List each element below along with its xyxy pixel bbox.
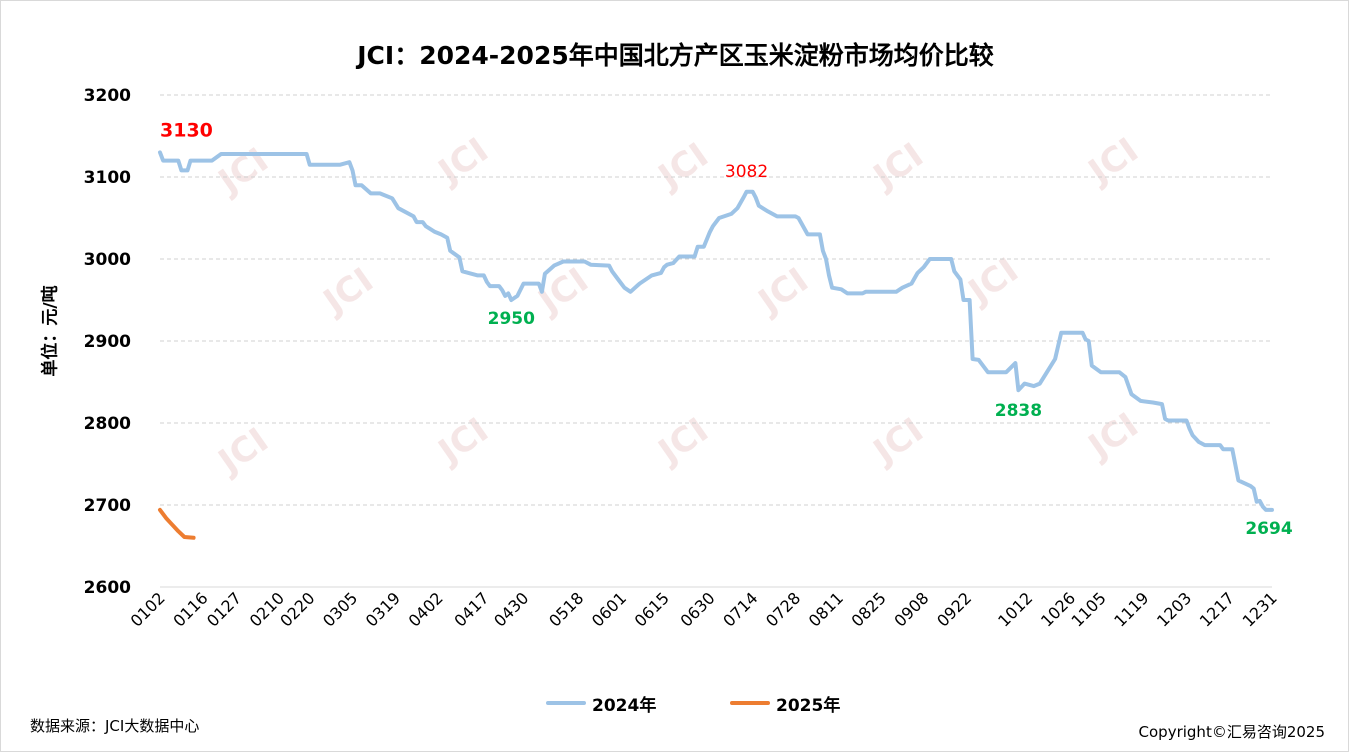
- x-tick-label: 0601: [588, 588, 630, 630]
- x-tick-label: 0615: [631, 588, 673, 630]
- watermark-text: JCI: [210, 420, 276, 483]
- watermark-text: JCI: [430, 130, 496, 193]
- watermark-text: JCI: [315, 260, 381, 323]
- data-annotations: 3130 2950 3082 2838 2694: [160, 119, 1293, 539]
- x-tick-label: 0102: [127, 588, 169, 630]
- y-tick-label: 2700: [84, 496, 131, 516]
- series-line-2024: [158, 150, 1274, 512]
- watermark-text: JCI: [650, 410, 716, 473]
- y-tick-label: 3100: [84, 168, 131, 188]
- data-label: 2694: [1245, 519, 1292, 539]
- y-tick-label: 3200: [84, 86, 131, 106]
- x-tick-label: 0518: [545, 588, 587, 630]
- legend-swatch-2024: [546, 701, 586, 705]
- data-label: 2950: [488, 309, 535, 329]
- x-tick-label: 0922: [933, 588, 975, 630]
- legend-swatch-2025: [730, 701, 770, 705]
- x-tick-label: 0825: [848, 588, 890, 630]
- y-tick-label: 2600: [84, 578, 131, 598]
- x-tick-label: 0305: [319, 588, 361, 630]
- watermark-text: JCI: [430, 410, 496, 473]
- x-tick-label: 1203: [1153, 588, 1195, 630]
- chart-title: JCI：2024-2025年中国北方产区玉米淀粉市场均价比较: [357, 41, 994, 70]
- series-line-2025: [158, 507, 196, 540]
- x-tick-label: 1231: [1239, 588, 1281, 630]
- y-tick-label: 3000: [84, 250, 131, 270]
- data-label: 3130: [160, 119, 213, 141]
- watermark-text: JCI: [1080, 130, 1146, 193]
- x-tick-label: 0402: [405, 588, 447, 630]
- x-tick-label: 0417: [450, 588, 492, 630]
- legend-item-2024: 2024年: [546, 690, 656, 716]
- watermark-text: JCI: [750, 260, 816, 323]
- x-tick-label: 0210: [246, 588, 288, 630]
- x-tick-label: 0220: [276, 588, 318, 630]
- y-axis-label: 单位：元/吨: [40, 285, 61, 377]
- y-tick-label: 2900: [84, 332, 131, 352]
- data-source-note: 数据来源：JCI大数据中心: [30, 717, 200, 735]
- x-tick-label: 0127: [203, 588, 245, 630]
- y-tick-label: 2800: [84, 414, 131, 434]
- x-tick-label: 0430: [490, 588, 532, 630]
- watermark-text: JCI: [210, 140, 276, 203]
- x-tick-label: 1217: [1196, 588, 1238, 630]
- x-tick-label: 0811: [805, 588, 847, 630]
- legend-item-2025: 2025年: [730, 690, 840, 716]
- x-tick-label: 0630: [676, 588, 718, 630]
- x-tick-label: 1026: [1037, 588, 1079, 630]
- x-tick-label: 0728: [762, 588, 804, 630]
- x-tick-label: 1119: [1110, 588, 1152, 630]
- watermark-text: JCI: [650, 135, 716, 198]
- series-lines: [158, 150, 1274, 540]
- data-label: 2838: [995, 401, 1042, 421]
- x-tick-label: 0319: [362, 588, 404, 630]
- legend-label-2024: 2024年: [592, 695, 657, 716]
- x-tick-label: 0714: [719, 588, 761, 630]
- x-tick-label: 1012: [994, 588, 1036, 630]
- x-tick-label: 0116: [169, 588, 211, 630]
- legend-label-2025: 2025年: [776, 695, 841, 716]
- watermark-text: JCI: [1080, 405, 1146, 468]
- y-axis-ticks: 2600 2700 2800 2900 3000 3100 3200: [84, 86, 131, 598]
- x-tick-label: 1105: [1068, 588, 1110, 630]
- data-label: 3082: [725, 162, 768, 182]
- x-tick-label: 0908: [890, 588, 932, 630]
- copyright-note: Copyright©汇易咨询2025: [1138, 723, 1325, 741]
- watermark-text: JCI: [865, 135, 931, 198]
- watermark-text: JCI: [865, 410, 931, 473]
